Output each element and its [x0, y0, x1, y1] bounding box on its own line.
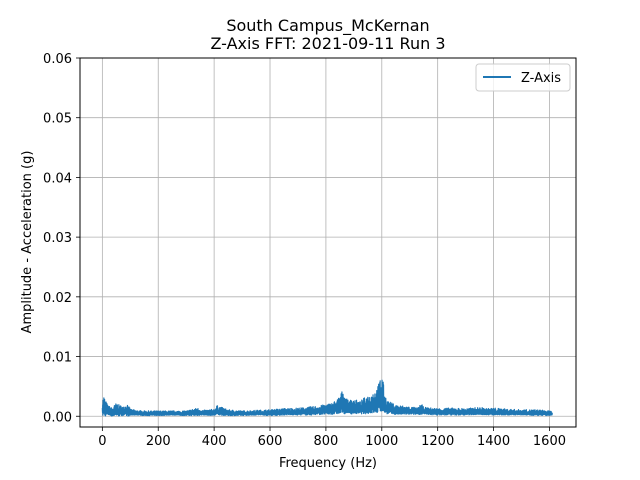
x-tick-label: 800 [313, 434, 338, 449]
legend-label-z-axis: Z-Axis [521, 71, 561, 86]
y-tick-label: 0.00 [43, 410, 72, 425]
x-axis-label: Frequency (Hz) [279, 456, 377, 471]
x-tick-label: 1600 [533, 434, 566, 449]
y-tick-label: 0.01 [43, 351, 72, 366]
x-tick-label: 600 [258, 434, 283, 449]
x-tick-label: 1000 [365, 434, 398, 449]
series-line-z-axis [101, 379, 553, 417]
y-tick-label: 0.06 [43, 52, 72, 67]
y-tick-label: 0.03 [43, 231, 72, 246]
x-tick-label: 400 [202, 434, 227, 449]
plot-frame [79, 57, 577, 428]
y-tick-label: 0.02 [43, 291, 72, 306]
x-tick-label: 1200 [421, 434, 454, 449]
series-z-axis [101, 379, 553, 417]
y-axis-label: Amplitude - Acceleration (g) [20, 151, 35, 334]
grid [80, 57, 576, 427]
chart-title-line-2: Z-Axis FFT: 2021-09-11 Run 3 [210, 34, 445, 53]
x-tick-label: 1400 [477, 434, 510, 449]
axis-ticks: 0 200 400 600 800 1000 1200 1400 1600 0.00 0.01 0.0… [43, 52, 566, 449]
x-tick-label: 200 [146, 434, 171, 449]
y-tick-label: 0.05 [43, 112, 72, 127]
x-tick-label: 0 [98, 434, 106, 449]
y-tick-label: 0.04 [43, 171, 72, 186]
chart-title-line-1: South Campus_McKernan [226, 16, 429, 36]
legend-box [475, 63, 571, 92]
legend: Z-Axis [475, 63, 571, 92]
